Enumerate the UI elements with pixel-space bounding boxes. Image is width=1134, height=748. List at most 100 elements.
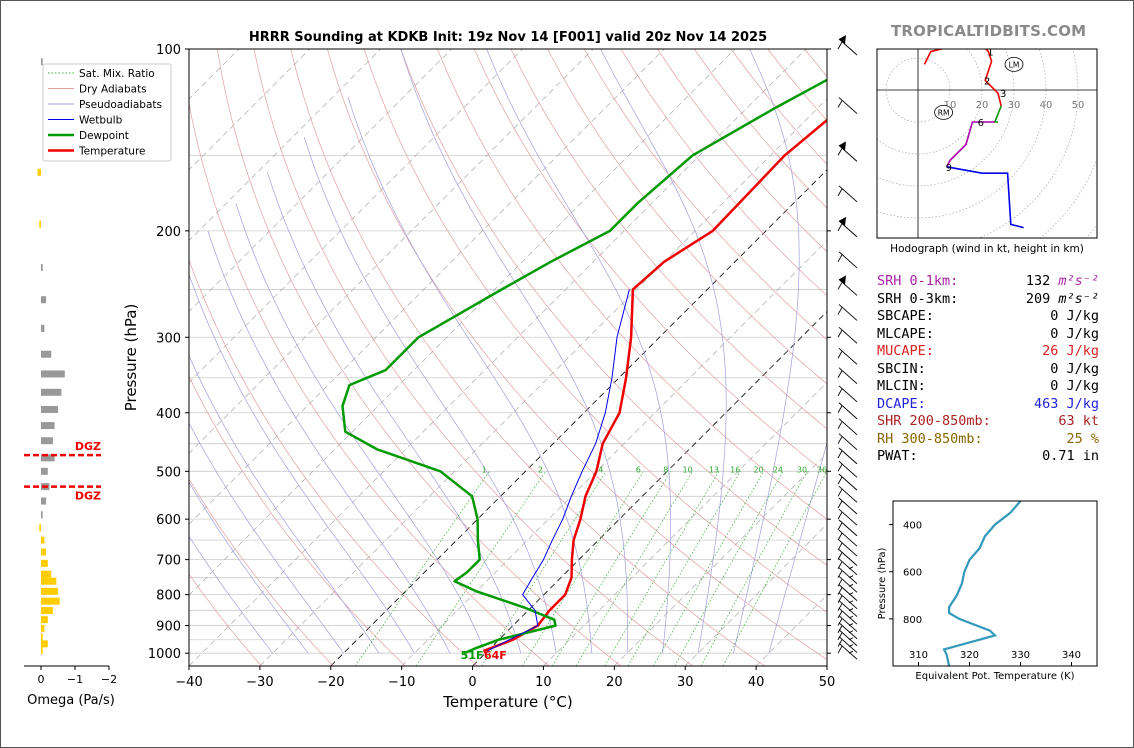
wind-barb <box>837 433 858 451</box>
wind-barb-flag <box>837 587 843 595</box>
storm-motion-label: RM <box>938 108 950 117</box>
mixing-ratio-line <box>722 471 827 666</box>
wind-barb-flag <box>837 595 843 603</box>
index-value: 26 J/kg <box>1042 343 1099 359</box>
dry-adiabat <box>400 49 827 566</box>
wind-barb-staff <box>838 460 858 478</box>
wind-barb <box>837 575 858 593</box>
wind-barb-flag <box>848 637 854 641</box>
omega-bar <box>41 405 58 413</box>
wind-barb-staff <box>838 433 858 451</box>
legend: Sat. Mix. Ratio Dry Adiabats Pseudoadiabat… <box>42 63 172 162</box>
wind-barb-flag <box>837 188 843 197</box>
hodograph-ring-label: 10 <box>944 100 957 111</box>
wind-barb <box>837 385 858 403</box>
y-tick-label: 900 <box>156 620 181 635</box>
wind-barb-flag <box>837 522 843 531</box>
wind-barb-staff <box>838 220 858 238</box>
index-row: SBCIN: 0 J/kg <box>877 361 1099 379</box>
wind-barb-flag <box>848 566 854 570</box>
index-value: 0 J/kg <box>1050 360 1099 377</box>
wind-barb-flag <box>848 608 854 611</box>
omega-bar <box>41 324 45 332</box>
wind-barb-staff <box>838 447 858 465</box>
wind-barb <box>837 185 858 203</box>
dry-adiabat <box>189 101 550 666</box>
wind-barb-flag <box>837 450 843 459</box>
wind-barb-flag <box>848 630 854 634</box>
y-tick-label: 700 <box>156 554 181 569</box>
wind-barb-staff <box>838 584 858 601</box>
wind-barb <box>837 508 858 526</box>
dry-adiabat <box>510 49 827 430</box>
moist-adiabat <box>768 441 827 654</box>
wind-barb-flag <box>837 148 843 156</box>
mixing-ratio-line <box>700 471 808 666</box>
mixing-ratio-line <box>415 471 546 666</box>
omega-bar <box>41 647 43 655</box>
hodograph-trace <box>946 121 995 168</box>
wind-barb-flag <box>837 351 843 359</box>
omega-bar <box>41 388 62 396</box>
wind-barb-staff <box>838 642 858 660</box>
wind-barb <box>837 519 858 537</box>
hodograph-area: 10 20 30 40 50 1 23 6 9 RM LM <box>877 49 1097 238</box>
omega-bar <box>41 587 58 595</box>
theta-e-x-tick-label: 330 <box>1011 650 1030 661</box>
wind-barb-staff <box>838 418 858 436</box>
hodograph-trace <box>993 105 1002 123</box>
wind-barb-flag <box>837 511 843 520</box>
surface-dewpoint-label: 51F <box>461 649 484 662</box>
wind-barb-staff <box>838 304 858 321</box>
wind-barb-flag <box>848 575 854 579</box>
wind-barb-staff <box>838 629 858 647</box>
omega-bar <box>41 577 57 585</box>
wind-barb <box>837 141 858 162</box>
wind-barb <box>837 558 858 576</box>
wind-barb-staff <box>838 622 858 640</box>
wind-barb-flag <box>837 254 843 263</box>
index-label: SBCIN: <box>877 360 926 377</box>
y-tick-label: 800 <box>156 589 181 604</box>
wind-barb-staff <box>838 38 858 56</box>
wind-barb-flag <box>837 610 843 619</box>
wind-barb-staff <box>838 97 858 114</box>
moist-adiabat <box>189 481 309 654</box>
x-tick-label: −10 <box>388 675 415 690</box>
wind-barb <box>837 402 858 420</box>
index-label: PWAT: <box>877 448 918 464</box>
omega-bar <box>41 511 43 519</box>
isotherm-line <box>684 523 827 666</box>
mixing-ratio-line <box>653 471 765 666</box>
hodograph-height-label: 9 <box>946 163 952 174</box>
omega-bar <box>41 370 65 378</box>
wind-barb-staff <box>838 367 858 385</box>
omega-axis-label: Omega (Pa/s) <box>27 693 115 708</box>
wind-barb-flag <box>848 583 854 587</box>
moist-adiabat <box>235 203 486 654</box>
omega-tick-label: −2 <box>101 673 117 686</box>
temperature-profile <box>483 118 827 654</box>
index-value: 0 J/kg <box>1050 325 1099 342</box>
omega-bar <box>41 624 45 632</box>
hodograph-ring-label: 40 <box>1040 100 1053 111</box>
mixing-ratio-label: 4 <box>598 466 603 475</box>
legend-label: Wetbulb <box>79 115 123 127</box>
wind-barb-flag <box>848 615 854 619</box>
dry-adiabat <box>290 49 765 666</box>
omega-bar <box>41 548 47 556</box>
wind-barb-flag <box>837 552 843 560</box>
wind-barb <box>837 539 858 557</box>
wind-barb-staff <box>838 600 858 617</box>
hodograph-height-label: 3 <box>1000 89 1006 100</box>
index-row: MLCIN: 0 J/kg <box>877 378 1099 396</box>
wind-barb <box>837 629 858 647</box>
theta-e-y-tick-label: 600 <box>903 568 922 579</box>
index-value: 0 J/kg <box>1050 308 1099 324</box>
wind-barb-flag <box>837 330 843 338</box>
wind-barb-flag <box>837 489 843 497</box>
index-row: SRH 0-1km: 132 m²s⁻² <box>877 273 1099 291</box>
wind-barb-flag <box>837 542 843 551</box>
omega-tick-label: −1 <box>67 673 83 686</box>
index-unit: m²s⁻² <box>1050 290 1099 307</box>
